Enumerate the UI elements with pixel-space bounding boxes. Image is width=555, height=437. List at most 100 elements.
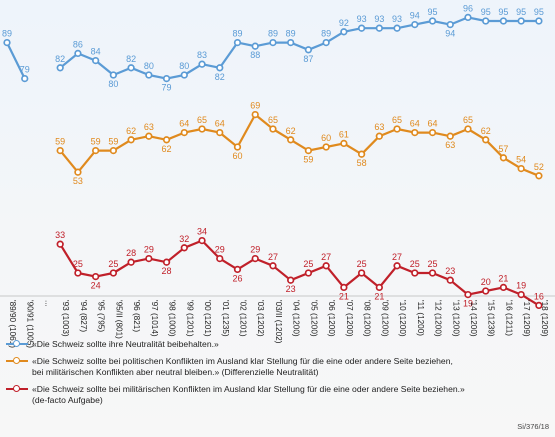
series-2-data-label: 53 <box>73 176 83 186</box>
series-3-point <box>109 269 118 277</box>
series-2-data-label: 59 <box>303 155 313 165</box>
series-2-point <box>180 128 188 137</box>
series-2-point <box>251 110 259 119</box>
series-2-data-label: 62 <box>286 126 296 136</box>
series-2-point <box>340 139 348 148</box>
legend-text-3a: «Die Schweiz sollte bei militärischen Ko… <box>32 384 465 394</box>
series-1-point <box>198 60 206 68</box>
series-2-point <box>535 172 543 180</box>
series-3-point <box>287 276 295 284</box>
x-tick-label: '01 (1235) <box>221 300 230 337</box>
series-2-point <box>198 125 206 133</box>
series-1-data-label: 89 <box>321 29 331 39</box>
series-2-point <box>162 136 171 144</box>
series-3-data-label: 29 <box>215 245 225 255</box>
series-2-data-label: 64 <box>410 119 420 129</box>
series-2-point <box>127 136 135 144</box>
series-1-data-label: 92 <box>339 18 349 28</box>
series-1-point <box>180 71 188 79</box>
series-1-data-label: 93 <box>357 14 367 24</box>
series-1-data-label: 84 <box>91 47 101 57</box>
series-2-point <box>357 150 366 158</box>
series-1-line-2 <box>59 16 539 80</box>
x-tick-label: '03 (1202) <box>256 300 265 337</box>
series-2-data-label: 65 <box>197 115 207 125</box>
series-1-point <box>428 17 437 25</box>
series-3-data-label: 21 <box>498 273 508 283</box>
series-3-point <box>535 301 543 310</box>
series-1-data-label: 94 <box>445 29 455 39</box>
series-3-data-label: 25 <box>357 259 367 269</box>
series-3-point <box>482 287 490 295</box>
series-3-data-label: 25 <box>73 259 83 269</box>
series-1-data-label: 82 <box>215 72 225 82</box>
series-1-point <box>411 20 419 29</box>
x-tick-label: '98 (1000) <box>168 300 177 337</box>
series-3-point <box>322 262 330 270</box>
series-1-data-label: 95 <box>481 7 491 17</box>
series-2-data-label: 64 <box>215 119 225 129</box>
series-2-point <box>411 128 419 137</box>
x-tick-label: '16 (1211) <box>504 300 513 336</box>
series-3-point <box>428 269 437 277</box>
series-1-data-label: 83 <box>197 50 207 60</box>
series-1-data-label: 79 <box>162 83 172 93</box>
series-2-data-label: 64 <box>428 119 438 129</box>
series-2-data-label: 63 <box>374 122 384 132</box>
series-2-point <box>428 128 437 137</box>
x-tick-label: '00 (1201) <box>203 300 212 337</box>
legend-swatch-2 <box>6 356 28 364</box>
series-3-data-label: 29 <box>250 245 260 255</box>
series-3-data-label: 21 <box>339 291 349 301</box>
series-3-data-label: 29 <box>144 245 154 255</box>
legend-item-2: «Die Schweiz sollte bei politischen Konf… <box>6 356 542 377</box>
series-2-line-1 <box>59 113 540 177</box>
series-2-data-label: 58 <box>357 158 367 168</box>
series-2-point <box>517 164 525 173</box>
series-3-data-label: 27 <box>392 252 402 262</box>
series-2-point <box>233 143 242 151</box>
series-3-point <box>251 254 259 263</box>
series-1-point <box>74 49 82 58</box>
x-tick-label: ... <box>43 300 52 307</box>
series-3-point <box>233 265 242 274</box>
series-1-data-label: 96 <box>463 3 473 13</box>
x-tick-label: '13 (1200) <box>451 300 460 337</box>
legend-text-1: «Die Schweiz sollte ihre Neutralität bei… <box>32 339 219 349</box>
x-tick-label: '09 (1200) <box>380 300 389 337</box>
legend-item-3: «Die Schweiz sollte bei militärischen Ko… <box>6 384 542 405</box>
series-1-data-label: 95 <box>516 7 526 17</box>
series-1-point <box>216 64 224 72</box>
series-2-point <box>499 154 508 162</box>
legend-swatch-3 <box>6 384 28 392</box>
series-1-data-label: 80 <box>179 61 189 71</box>
series-2-data-label: 59 <box>55 137 65 147</box>
series-1-data-label: 82 <box>126 54 136 64</box>
x-tick-label: '07 (1200) <box>345 300 354 337</box>
series-2-point <box>74 168 82 176</box>
series-3-data-label: 33 <box>55 230 65 240</box>
series-1-data-label: 87 <box>303 54 313 64</box>
series-1-data-label: 86 <box>73 39 83 49</box>
series-3-point <box>180 244 188 252</box>
x-tick-label: '93 (1003) <box>61 300 70 337</box>
series-2-data-label: 60 <box>321 133 331 143</box>
series-3-data-label: 27 <box>321 252 331 262</box>
series-3-data-label: 24 <box>91 281 101 291</box>
series-3-point <box>198 236 206 245</box>
series-1-point <box>482 17 490 25</box>
series-2-point <box>375 132 383 140</box>
series-2-data-label: 65 <box>392 115 402 125</box>
series-3-data-label: 16 <box>534 291 544 301</box>
series-3-point <box>446 276 454 284</box>
series-3-point <box>304 269 313 277</box>
series-3-data-label: 27 <box>268 252 278 262</box>
x-tick-label: '08 (1200) <box>363 300 372 337</box>
series-1-data-label: 82 <box>55 54 65 64</box>
series-2-point <box>216 128 224 137</box>
x-tick-label: '95 (795) <box>97 300 106 332</box>
series-1-point <box>91 56 100 65</box>
x-tick-label: '05 (1200) <box>309 300 318 337</box>
